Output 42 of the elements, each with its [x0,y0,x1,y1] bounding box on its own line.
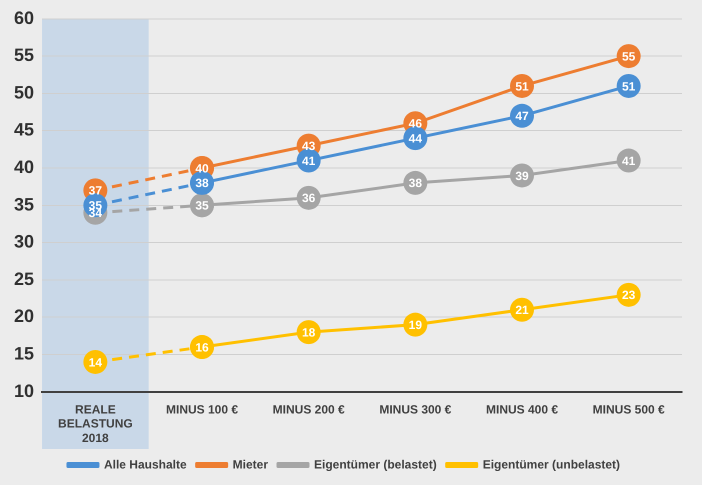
legend-label: Eigentümer (belastet) [314,457,437,472]
data-label: 16 [195,340,210,354]
y-tick-label: 45 [14,120,34,140]
x-tick-label: REALE BELASTUNG 2018 [58,402,133,446]
data-label: 21 [515,303,529,318]
x-tick-label: MINUS 300 € [379,402,452,416]
data-label: 18 [302,325,316,340]
legend-label: Alle Haushalte [104,457,187,472]
data-label: 41 [302,154,316,168]
y-tick-label: 50 [14,82,34,102]
y-tick-label: 35 [14,194,34,214]
data-label: 35 [195,198,210,213]
data-label: 23 [622,288,636,302]
legend-label: Eigentümer (unbelastet) [482,457,620,472]
data-label: 39 [515,168,529,183]
data-label: 37 [88,184,102,198]
y-tick-label: 20 [14,306,34,326]
y-tick-label: 55 [14,45,34,66]
data-label: 47 [515,109,529,124]
x-tick-label: MINUS 400 € [486,402,558,416]
data-label: 51 [622,79,636,94]
data-label: 19 [408,318,422,332]
data-label: 43 [302,138,316,153]
y-tick-label: 15 [14,343,34,364]
x-tick-label: MINUS 500 € [592,402,666,416]
y-tick-label: 40 [14,156,34,177]
y-tick-label: 25 [14,268,34,289]
data-label: 51 [515,79,529,94]
data-label: 44 [408,131,422,146]
data-label: 14 [88,355,102,370]
x-tick-label: MINUS 200 € [272,402,346,416]
data-label: 38 [408,176,422,190]
data-label: 46 [408,116,422,131]
y-tick-label: 60 [14,8,34,28]
y-tick-label: 10 [14,380,34,401]
x-tick-label: MINUS 100 € [166,402,238,416]
data-label: 55 [622,49,636,64]
data-label: 38 [195,176,210,190]
data-label: 41 [622,154,636,168]
data-label: 36 [302,191,316,206]
legend-label: Mieter [232,457,268,472]
y-tick-label: 30 [14,232,34,252]
